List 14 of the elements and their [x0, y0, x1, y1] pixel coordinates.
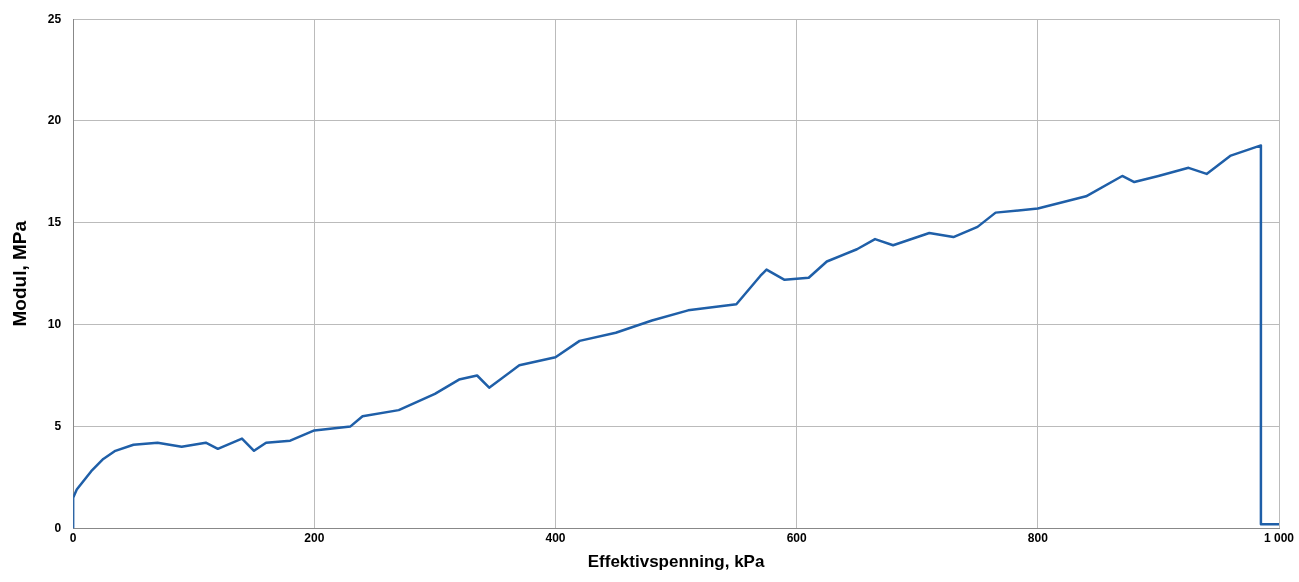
x-tick-label: 600 — [786, 530, 807, 545]
x-tick-label: 200 — [304, 530, 325, 545]
y-axis-title: Modul, MPa — [8, 220, 30, 327]
x-tick-label: 0 — [69, 530, 77, 545]
y-tick-label: 0 — [54, 520, 62, 535]
y-tick-label: 15 — [47, 215, 62, 230]
x-tick-label: 400 — [545, 530, 566, 545]
y-tick-label: 20 — [47, 113, 62, 128]
y-tick-label: 5 — [54, 418, 62, 433]
x-tick-label: 800 — [1027, 530, 1049, 545]
x-tick-label: 1 000 — [1263, 530, 1295, 545]
x-axis-title: Effektivspenning, kPa — [587, 552, 765, 572]
y-tick-label: 25 — [47, 11, 62, 26]
y-tick-label: 10 — [47, 316, 62, 331]
